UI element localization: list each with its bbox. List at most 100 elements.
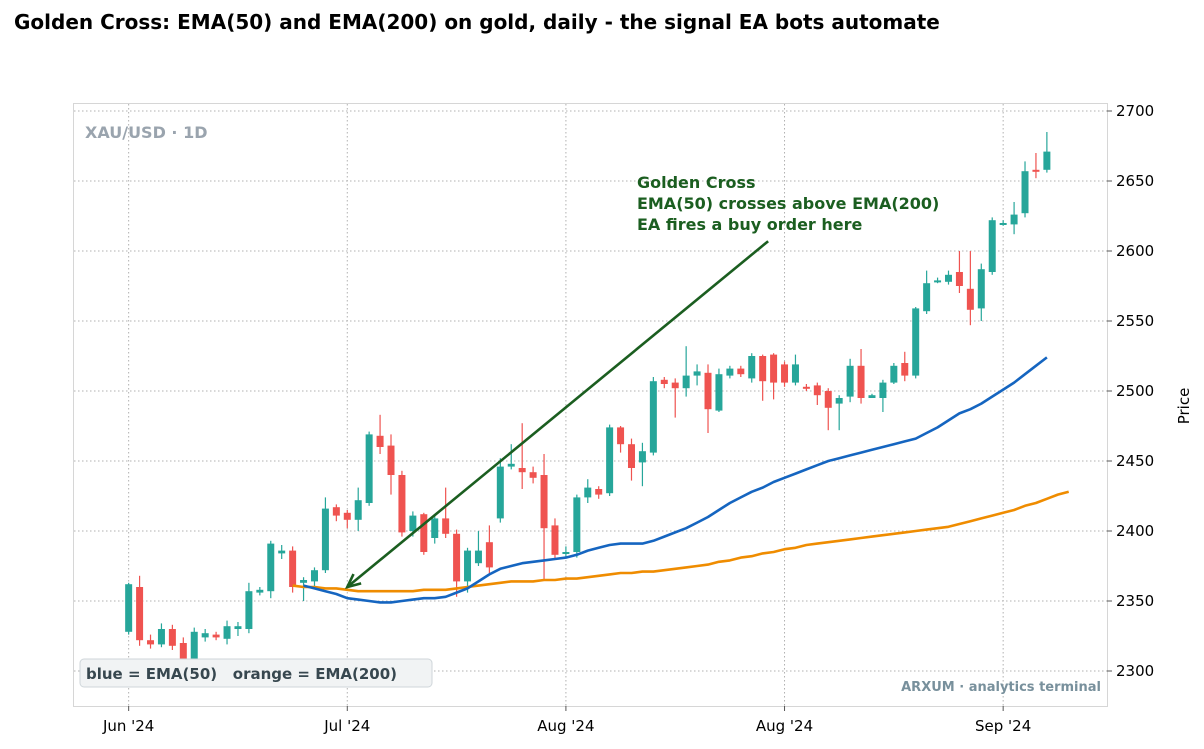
candle-body xyxy=(638,451,646,463)
candle xyxy=(310,567,318,587)
candle xyxy=(748,353,756,383)
y-axis: 2300 2350 2400 2450 2500 2550 2600 2650 2700 xyxy=(1107,102,1154,680)
candle-body xyxy=(923,283,931,312)
candle xyxy=(682,346,690,397)
candle xyxy=(376,414,384,454)
candle-body xyxy=(1032,169,1040,172)
candle xyxy=(627,438,635,481)
candle xyxy=(453,529,461,597)
candle xyxy=(846,358,854,403)
candle xyxy=(617,426,625,453)
candle-body xyxy=(649,381,657,453)
candle-body xyxy=(212,634,220,638)
annotation-line: Golden Cross xyxy=(637,173,756,192)
candle xyxy=(835,395,843,431)
candle-body xyxy=(300,580,308,583)
candle-body xyxy=(289,550,297,587)
annotation-line: EA fires a buy order here xyxy=(637,215,863,234)
candle-body xyxy=(627,444,635,468)
candle xyxy=(955,251,963,293)
candle xyxy=(1043,132,1051,173)
candle-body xyxy=(190,631,198,662)
candle-body xyxy=(442,518,450,534)
candle-body xyxy=(223,626,231,639)
candle-body xyxy=(1010,214,1018,225)
candle xyxy=(136,575,144,646)
candle-body xyxy=(365,434,373,503)
candle xyxy=(868,393,876,398)
y-tick-label: 2500 xyxy=(1116,382,1154,400)
candle-body xyxy=(770,354,778,383)
candle-body xyxy=(562,552,570,554)
candle xyxy=(332,504,340,522)
candle-body xyxy=(595,489,603,495)
y-tick-label: 2650 xyxy=(1116,172,1154,190)
y-tick-label: 2600 xyxy=(1116,242,1154,260)
candle-body xyxy=(802,386,810,389)
y-tick-label: 2400 xyxy=(1116,522,1154,540)
candle xyxy=(300,577,308,601)
candle xyxy=(759,354,767,401)
candle-body xyxy=(125,584,133,632)
candle-body xyxy=(955,272,963,286)
candle xyxy=(857,349,865,404)
candle-body xyxy=(813,385,821,396)
candle xyxy=(791,354,799,386)
candle-body xyxy=(376,435,384,447)
candle-body xyxy=(474,550,482,564)
candle xyxy=(912,307,920,379)
ema200-line xyxy=(292,490,1070,593)
candle-body xyxy=(496,466,504,519)
candle-body xyxy=(464,550,472,582)
candle-body xyxy=(234,626,242,629)
candle-body xyxy=(715,374,723,411)
plot-area xyxy=(73,103,1108,707)
footer-brand: ARXUM · analytics terminal xyxy=(901,680,1101,695)
candle xyxy=(1032,153,1040,179)
candle xyxy=(1021,161,1029,218)
candle-body xyxy=(1021,171,1029,214)
candle xyxy=(540,454,548,580)
candle xyxy=(321,497,329,573)
candle xyxy=(256,587,264,596)
candle xyxy=(387,434,395,495)
candle xyxy=(934,277,942,284)
x-tick-label: Jul '24 xyxy=(323,717,370,735)
candle xyxy=(638,442,646,487)
candle-body xyxy=(606,427,614,494)
candle xyxy=(879,379,887,412)
chart-title: Golden Cross: EMA(50) and EMA(200) on go… xyxy=(14,10,940,34)
candle-body xyxy=(671,382,679,389)
candle-body xyxy=(704,372,712,410)
candle xyxy=(518,423,526,489)
candle xyxy=(562,546,570,558)
candle xyxy=(420,512,428,555)
annotation-arrow xyxy=(346,240,769,589)
candle xyxy=(223,620,231,645)
symbol-watermark: XAU/USD · 1D xyxy=(85,123,208,142)
candle-body xyxy=(267,543,275,592)
candle xyxy=(737,365,745,377)
candle xyxy=(496,458,504,523)
ema50-line xyxy=(303,356,1048,604)
candle-body xyxy=(431,518,439,538)
candle xyxy=(485,525,493,573)
y-tick-label: 2550 xyxy=(1116,312,1154,330)
candle-body xyxy=(387,445,395,475)
candle-body xyxy=(988,220,996,272)
candle-body xyxy=(420,514,428,552)
candle xyxy=(977,263,985,321)
candle xyxy=(770,353,778,400)
x-tick-label: Aug '24 xyxy=(756,717,813,735)
candle xyxy=(584,479,592,503)
candle-body xyxy=(944,274,952,282)
candle-body xyxy=(529,472,537,478)
candle-body xyxy=(332,507,340,516)
candle-body xyxy=(518,468,526,473)
candle-body xyxy=(791,364,799,383)
candle-body xyxy=(157,629,165,645)
y-tick-label: 2350 xyxy=(1116,592,1154,610)
candle-body xyxy=(136,587,144,641)
candle-body xyxy=(748,356,756,379)
